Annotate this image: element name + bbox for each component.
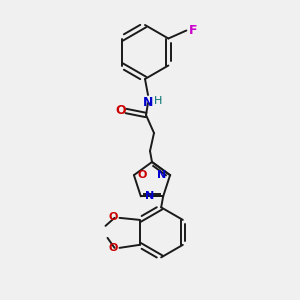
Text: O: O <box>138 170 147 180</box>
Text: O: O <box>108 243 118 253</box>
Text: F: F <box>188 24 197 37</box>
Text: N: N <box>143 96 153 109</box>
Text: N: N <box>145 191 154 201</box>
Text: N: N <box>157 170 166 180</box>
Text: H: H <box>154 96 162 106</box>
Text: O: O <box>116 103 126 116</box>
Text: O: O <box>108 212 118 222</box>
